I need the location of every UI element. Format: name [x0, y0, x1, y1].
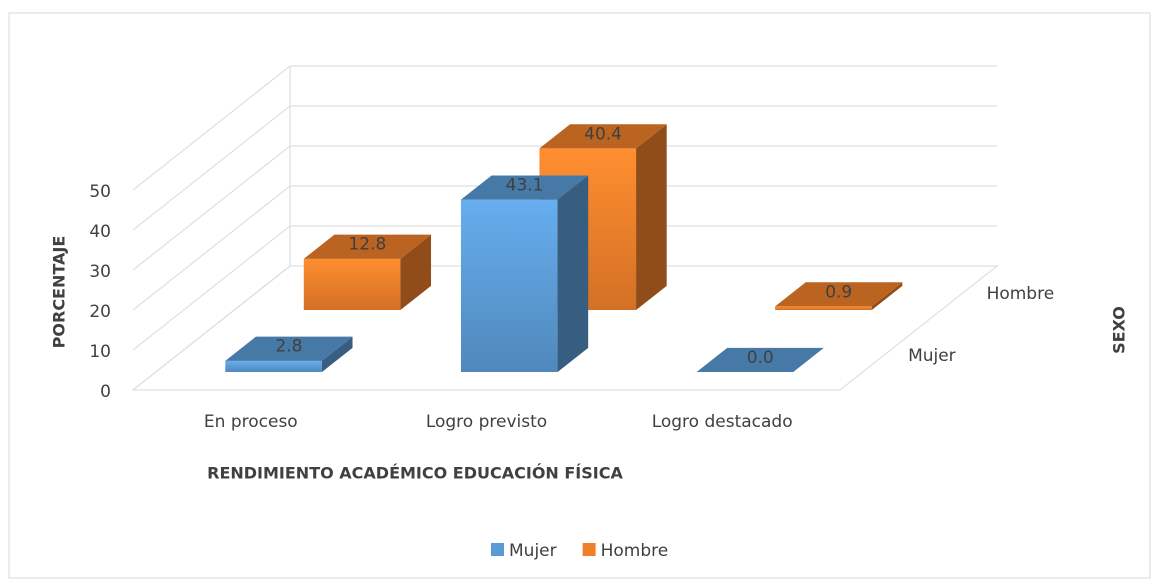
data-label: 12.8 [348, 235, 386, 255]
bar-top [225, 336, 353, 361]
z-axis-title: SEXO [1110, 306, 1129, 354]
bar-side [636, 124, 667, 311]
grid-line [132, 225, 997, 351]
bar-top [775, 282, 903, 307]
data-label: 0.9 [825, 282, 852, 302]
grid-line [132, 145, 997, 271]
grid-line [132, 65, 997, 191]
bar [225, 336, 353, 373]
data-label: 43.1 [506, 176, 544, 196]
y-tick-label: 0 [100, 382, 111, 402]
bar-top [303, 234, 432, 259]
legend-swatch [491, 543, 504, 556]
y-tick-label: 10 [89, 342, 111, 362]
z-tick-label: Hombre [987, 284, 1055, 304]
data-label: 40.4 [584, 124, 622, 144]
grid-line [132, 185, 997, 311]
y-tick-label: 50 [89, 182, 111, 202]
x-tick-label: En proceso [204, 412, 298, 432]
bar [775, 282, 903, 311]
legend-label: Mujer [509, 541, 557, 561]
bar-top [460, 175, 589, 200]
bar-front [460, 199, 558, 373]
x-axis-title: RENDIMIENTO ACADÉMICO EDUCACIÓN FÍSICA [207, 464, 623, 483]
grid-line [132, 265, 997, 391]
x-tick-label: Logro destacado [652, 412, 793, 432]
bar-side [871, 282, 903, 311]
grid-line [132, 105, 997, 231]
bar-front [225, 360, 322, 373]
legend-swatch [582, 543, 596, 556]
y-tick-label: 30 [89, 262, 111, 282]
data-label: 2.8 [275, 337, 302, 357]
bar-front [303, 258, 401, 311]
y-tick-label: 20 [89, 302, 111, 322]
bar-front [775, 306, 872, 311]
bar [696, 347, 824, 373]
z-tick-label: Mujer [908, 346, 956, 366]
data-label: 0.0 [747, 348, 774, 368]
bar [303, 234, 432, 311]
bar-side [321, 336, 353, 373]
x-tick-label: Logro previsto [426, 412, 547, 432]
y-axis-title: PORCENTAJE [50, 236, 69, 349]
bar [460, 175, 589, 373]
bar-top [539, 124, 667, 149]
bar-side [557, 175, 589, 373]
bar-side [400, 234, 432, 311]
y-tick-label: 40 [89, 222, 111, 242]
bar-top [696, 347, 824, 373]
legend-label: Hombre [601, 541, 669, 561]
